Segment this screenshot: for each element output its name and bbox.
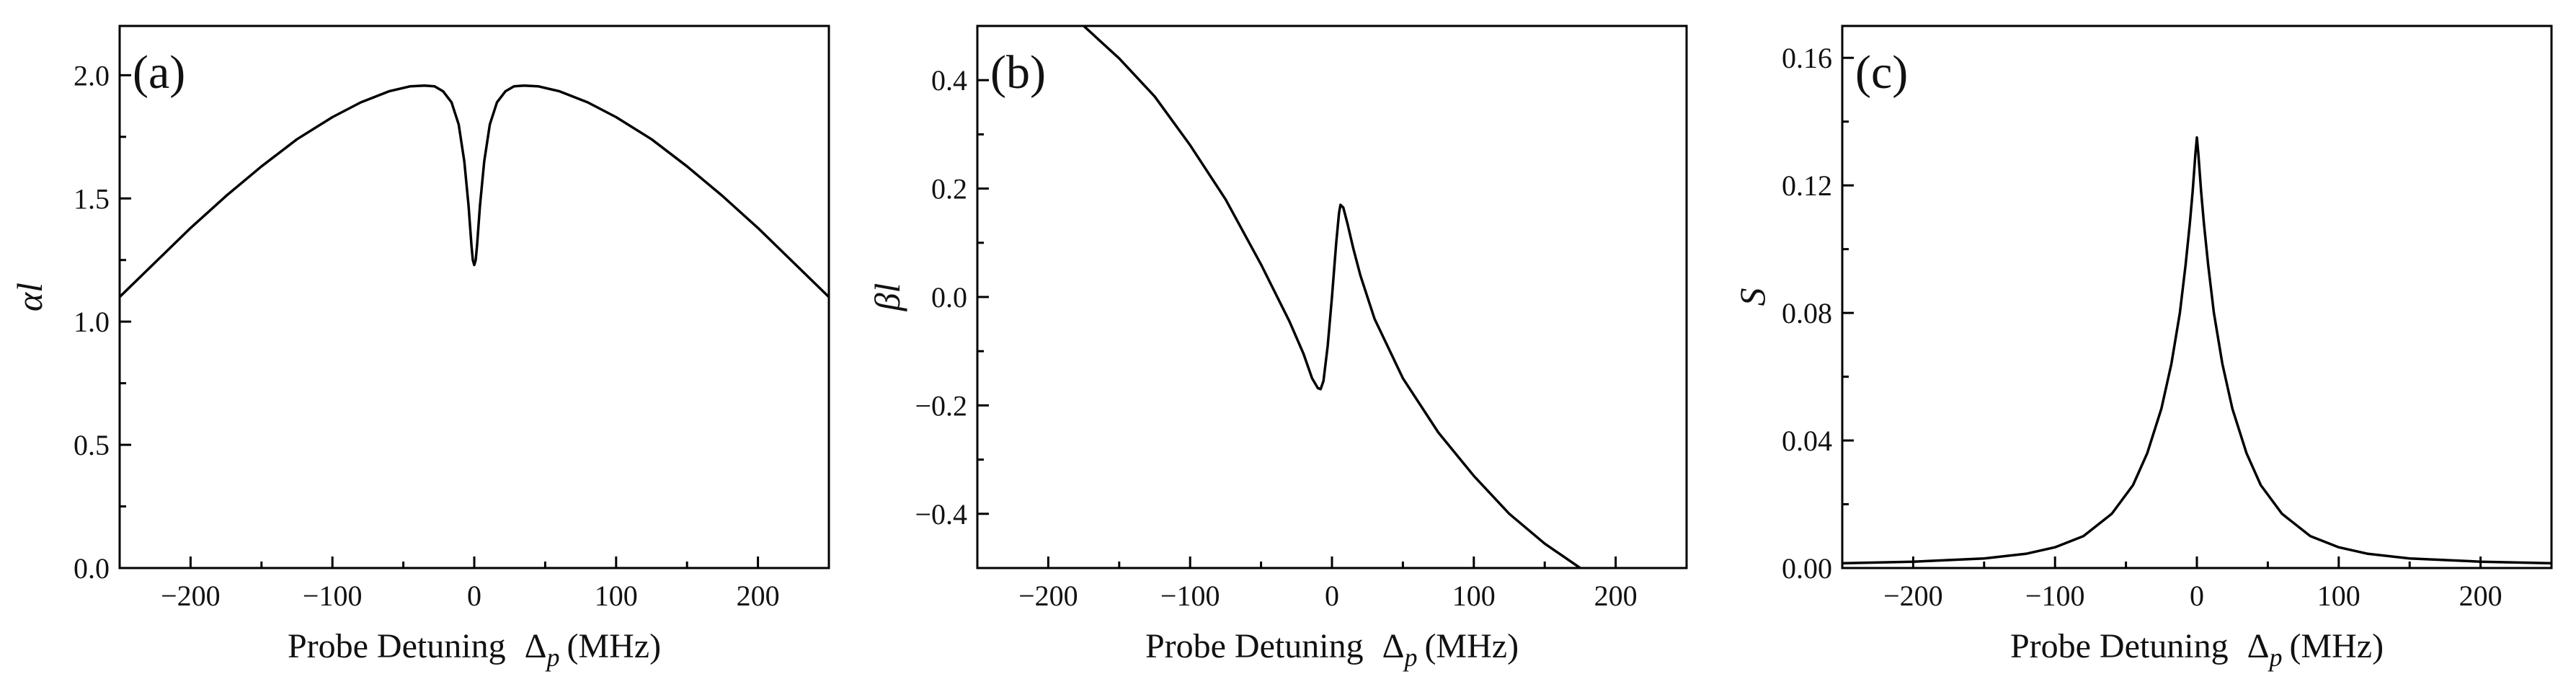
y-tick-label: 1.5 <box>74 182 110 215</box>
y-tick-label: 0.5 <box>74 429 110 461</box>
panel-label: (a) <box>133 46 185 99</box>
y-tick-label: 0.0 <box>931 281 967 314</box>
x-axis-symbol: Δ <box>525 627 547 665</box>
plot-frame <box>118 25 830 569</box>
y-tick-label: 0.04 <box>1782 425 1832 457</box>
x-tick-label: 100 <box>1452 580 1496 612</box>
panel-label: (b) <box>990 46 1046 99</box>
series-line-1 <box>1083 26 1581 568</box>
y-tick-label: −0.4 <box>915 498 967 531</box>
x-tick-label: −200 <box>1018 580 1078 612</box>
plot-frame <box>1841 25 2553 569</box>
x-tick-label: 0 <box>467 580 481 612</box>
x-axis-symbol: Δ <box>2247 627 2270 665</box>
x-tick-label: 200 <box>737 580 780 612</box>
series-line-1 <box>120 84 829 298</box>
x-axis-units: (MHz) <box>567 627 661 665</box>
x-axis-title: Probe Detuning Δp (MHz) <box>288 627 661 672</box>
panel-label: (c) <box>1855 46 1908 99</box>
y-tick-label: 0.0 <box>74 552 110 585</box>
x-axis-title-text: Probe Detuning <box>288 627 506 665</box>
y-axis-label: βl <box>867 283 907 312</box>
y-tick-label: 0.12 <box>1782 169 1832 202</box>
x-tick-label: −100 <box>303 580 363 612</box>
chart-panel-3: −200 −100 0 100 200 0.00 0.04 0.08 0.12 0.16 (c) S P… <box>1732 25 2553 672</box>
x-tick-label: 100 <box>595 580 638 612</box>
y-tick-label: 0.00 <box>1782 552 1832 585</box>
x-tick-label: −200 <box>1883 580 1943 612</box>
y-tick-label: 0.16 <box>1782 42 1832 74</box>
x-axis-title-text: Probe Detuning <box>1145 627 1364 665</box>
y-tick-label: −0.2 <box>915 389 967 422</box>
y-tick-label: 0.4 <box>931 64 967 97</box>
y-axis-label: αl <box>9 283 50 311</box>
x-tick-label: 200 <box>2459 580 2502 612</box>
y-axis-label: S <box>1732 288 1772 306</box>
x-tick-label: −200 <box>161 580 221 612</box>
chart-panel-2: −200 −100 0 100 200 −0.4 −0.2 0.0 0.2 0.4 (b) βl Pro… <box>867 25 1688 672</box>
y-tick-label: 2.0 <box>74 59 110 92</box>
x-axis-symbol: Δ <box>1382 627 1405 665</box>
x-axis-subscript: p <box>544 643 559 672</box>
x-axis-subscript: p <box>1402 643 1417 672</box>
x-axis-units: (MHz) <box>2289 627 2384 665</box>
y-tick-label: 0.08 <box>1782 297 1832 329</box>
y-tick-label: 1.0 <box>74 306 110 338</box>
y-tick-label: 0.2 <box>931 173 967 205</box>
chart-panel-1: −200 −100 0 100 200 0.0 0.5 1.0 1.5 2.0 (a) αl Probe… <box>9 25 830 672</box>
x-tick-label: −100 <box>2025 580 2085 612</box>
x-axis-title: Probe Detuning Δp (MHz) <box>1145 627 1519 672</box>
x-axis-units: (MHz) <box>1424 627 1519 665</box>
x-tick-label: 0 <box>2190 580 2204 612</box>
x-tick-label: 0 <box>1325 580 1339 612</box>
x-tick-label: −100 <box>1160 580 1220 612</box>
x-tick-label: 200 <box>1594 580 1638 612</box>
x-axis-title: Probe Detuning Δp (MHz) <box>2010 627 2384 672</box>
x-tick-label: 100 <box>2317 580 2360 612</box>
series-line-1 <box>1842 136 2551 565</box>
x-axis-title-text: Probe Detuning <box>2010 627 2229 665</box>
x-axis-subscript: p <box>2267 643 2282 672</box>
